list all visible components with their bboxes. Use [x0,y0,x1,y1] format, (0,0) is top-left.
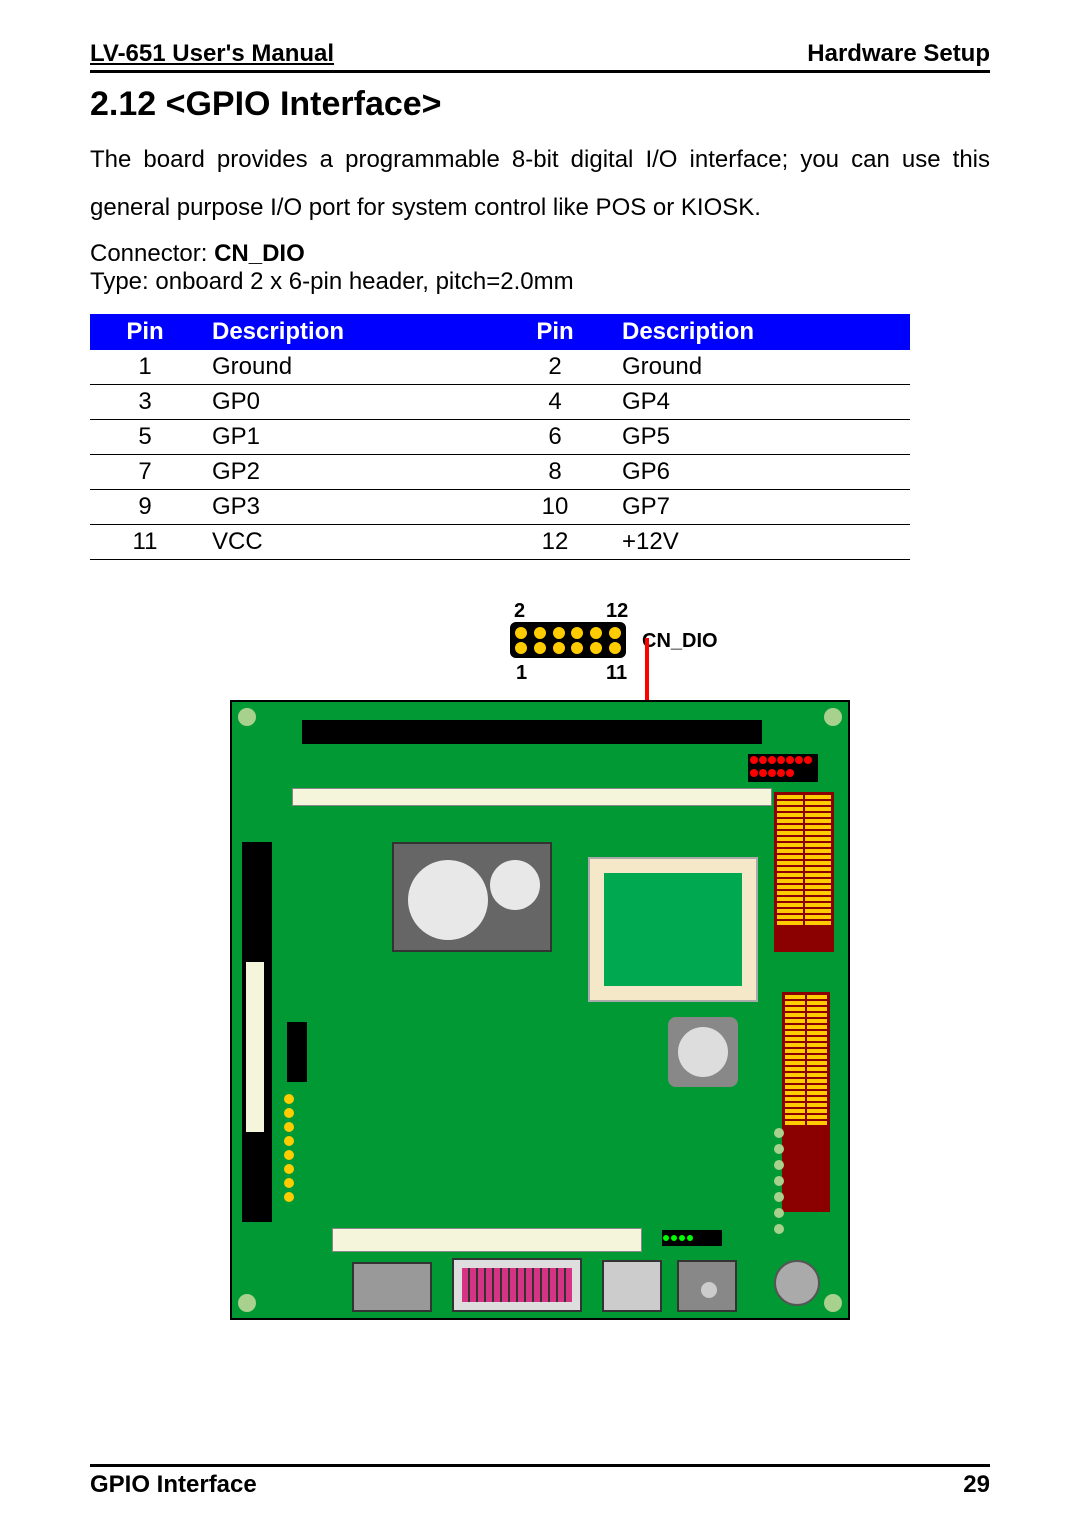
audio-jack-icon [677,1260,737,1312]
callout-connector-name: CN_DIO [642,630,718,653]
vga-port-icon [452,1258,582,1312]
cell-pin: 11 [90,525,200,560]
chipset-icon [392,842,552,952]
table-row: 11VCC12+12V [90,525,910,560]
sodimm-slot-icon [292,788,772,806]
usb-port-icon [352,1262,432,1312]
table-row: 5GP16GP5 [90,420,910,455]
cell-desc: GP5 [610,420,910,455]
pin-label-12: 12 [606,600,628,623]
pin-label-1: 1 [516,662,527,685]
left-side-connector2-icon [246,962,264,1132]
cell-pin: 8 [500,455,610,490]
header-left: LV-651 User's Manual [90,40,334,68]
mount-hole-icon [238,708,256,726]
cell-desc: GP4 [610,385,910,420]
th-pin-1: Pin [90,314,200,350]
cell-desc: +12V [610,525,910,560]
connector-name: CN_DIO [214,240,305,267]
cell-desc: Ground [200,350,500,385]
cell-desc: GP0 [200,385,500,420]
table-row: 7GP28GP6 [90,455,910,490]
pcb-board [230,700,850,1320]
yellow-pins-icon [284,1094,294,1202]
page-footer: GPIO Interface 29 [90,1464,990,1499]
cell-desc: GP2 [200,455,500,490]
bottom-wide-connector-icon [332,1228,642,1252]
cell-desc: Ground [610,350,910,385]
cell-pin: 3 [90,385,200,420]
cell-desc: GP7 [610,490,910,525]
cell-desc: GP3 [200,490,500,525]
footer-left: GPIO Interface [90,1471,257,1499]
battery-icon [774,1260,820,1306]
cell-pin: 4 [500,385,610,420]
cell-desc: VCC [200,525,500,560]
cell-pin: 2 [500,350,610,385]
cn-dio-onboard-icon [748,754,818,782]
table-row: 9GP310GP7 [90,490,910,525]
board-diagram: 2 12 1 11 CN_DIO [90,600,990,1420]
cell-pin: 1 [90,350,200,385]
footer-page-number: 29 [963,1471,990,1499]
th-pin-2: Pin [500,314,610,350]
cell-desc: GP6 [610,455,910,490]
top-connector-icon [302,720,762,744]
section-title: 2.12 <GPIO Interface> [90,85,990,124]
connector-line: Connector: CN_DIO [90,240,990,268]
th-desc-2: Description [610,314,910,350]
pin-table: Pin Description Pin Description 1Ground2… [90,314,910,560]
small-header-icon [287,1022,307,1082]
mount-hole-icon [824,708,842,726]
connector-label-prefix: Connector: [90,240,214,267]
ethernet-port-icon [602,1260,662,1312]
mount-hole-icon [238,1294,256,1312]
table-row: 1Ground2Ground [90,350,910,385]
cell-pin: 7 [90,455,200,490]
right-side-pins-icon [774,1128,788,1248]
cell-pin: 6 [500,420,610,455]
th-desc-1: Description [200,314,500,350]
type-line: Type: onboard 2 x 6-pin header, pitch=2.… [90,268,990,296]
red-header-right-icon [782,992,830,1212]
pin-label-11: 11 [606,662,627,685]
cell-pin: 5 [90,420,200,455]
intro-paragraph: The board provides a programmable 8-bit … [90,136,990,232]
table-row: 3GP04GP4 [90,385,910,420]
cell-pin: 12 [500,525,610,560]
cell-desc: GP1 [200,420,500,455]
header-right: Hardware Setup [807,40,990,68]
cn-dio-header-icon [510,622,626,658]
cell-pin: 10 [500,490,610,525]
cell-pin: 9 [90,490,200,525]
mount-hole-icon [824,1294,842,1312]
capacitor-icon [668,1017,738,1087]
cpu-socket-icon [588,857,758,1002]
pin-table-body: 1Ground2Ground3GP04GP45GP16GP57GP28GP69G… [90,350,910,560]
page-header: LV-651 User's Manual Hardware Setup [90,40,990,73]
pin-label-2: 2 [514,600,525,623]
ide-connector-icon [774,792,834,952]
small-green-header-icon [662,1230,722,1246]
